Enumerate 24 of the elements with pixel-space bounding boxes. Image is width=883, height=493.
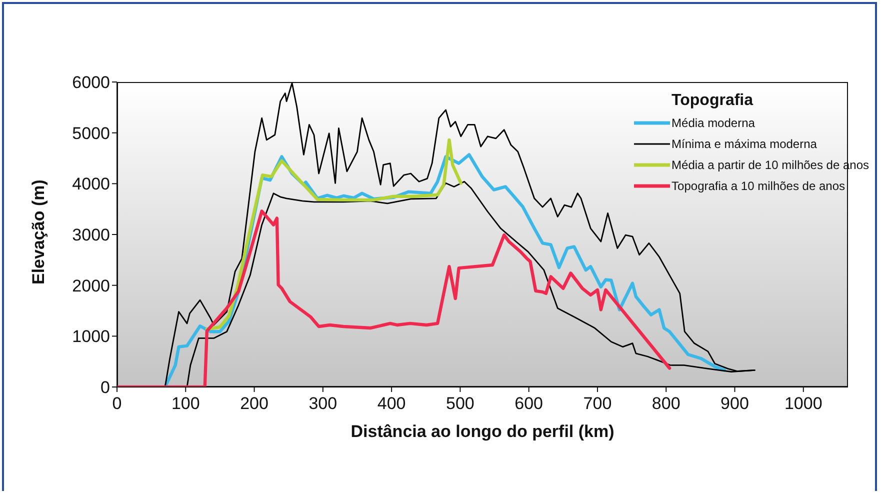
- x-tick-label: 700: [583, 394, 612, 414]
- y-tick-label: 6000: [72, 73, 110, 92]
- x-tick-label: 0: [112, 394, 122, 414]
- y-tick-label: 2000: [72, 276, 110, 296]
- legend-label: Mínima e máxima moderna: [672, 136, 817, 150]
- x-tick-label: 500: [446, 394, 474, 414]
- y-axis-title: Elevação (m): [29, 180, 48, 284]
- x-tick-label: 900: [720, 394, 749, 414]
- legend-title: Topografia: [672, 92, 754, 110]
- y-tick-label: 3000: [72, 226, 110, 245]
- legend-label: Média moderna: [672, 116, 755, 130]
- x-tick-label: 300: [308, 394, 338, 414]
- y-tick-label: 0: [100, 378, 110, 398]
- x-tick-label: 800: [652, 394, 680, 414]
- x-tick-label: 400: [377, 394, 406, 414]
- x-tick-label: 600: [514, 394, 544, 414]
- x-tick-label: 200: [240, 394, 268, 414]
- legend-label: Topografia a 10 milhões de anos: [672, 178, 845, 192]
- y-tick-label: 1000: [72, 327, 110, 346]
- y-tick-label: 5000: [72, 124, 110, 143]
- x-axis-title: Distância ao longo do perfil (km): [350, 422, 614, 441]
- x-tick-label: 100: [171, 394, 200, 414]
- y-tick-label: 4000: [72, 174, 110, 194]
- x-tick-label: 1000: [784, 394, 822, 414]
